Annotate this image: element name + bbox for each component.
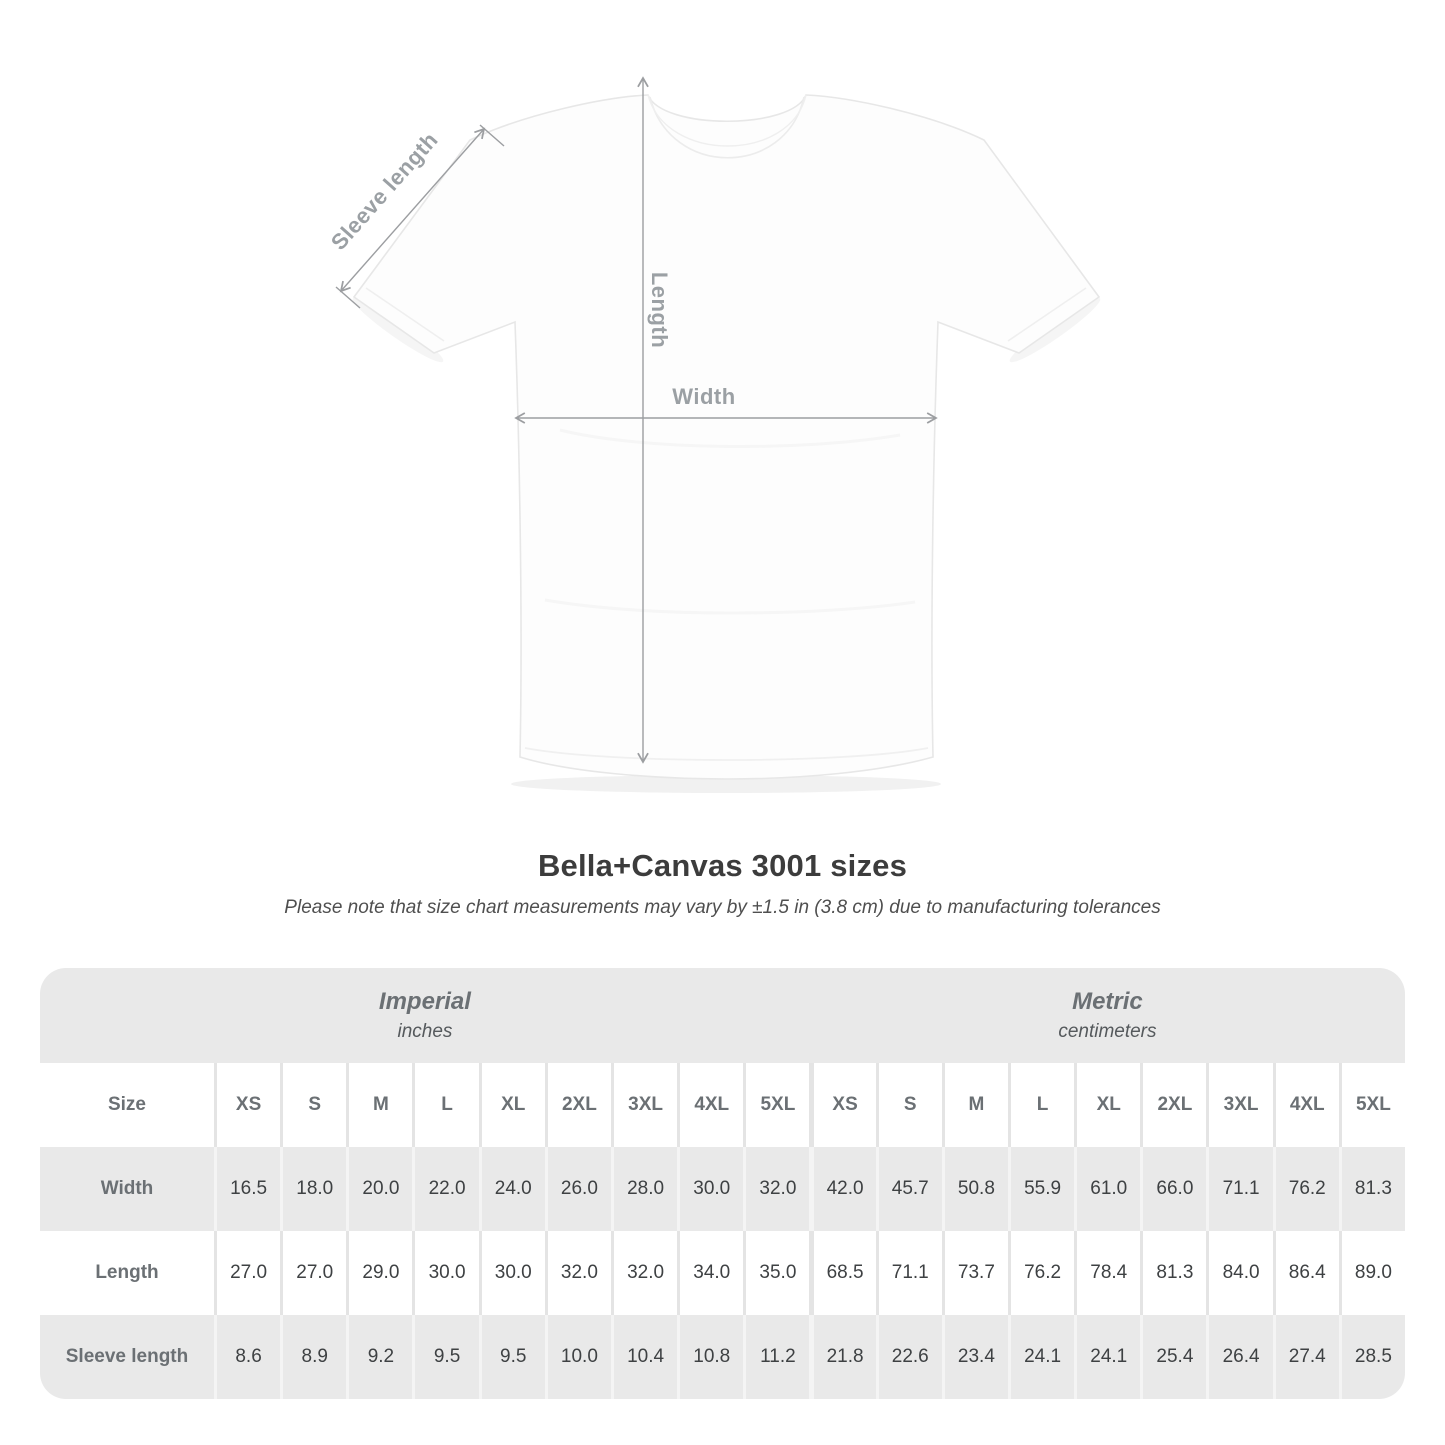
size-header-cell: 5XL: [743, 1063, 809, 1147]
value-cell: 9.2: [346, 1315, 412, 1399]
unit-group-band: Imperial inches Metric centimeters: [40, 968, 1405, 1063]
row-label: Length: [95, 1262, 159, 1283]
value-cell: 27.0: [280, 1231, 346, 1315]
size-header-cell: 4XL: [1272, 1063, 1339, 1147]
value-cell: 30.0: [677, 1147, 743, 1231]
value-cell: 10.8: [677, 1315, 743, 1399]
value-cell: 61.0: [1074, 1147, 1140, 1231]
metric-group-unit: centimeters: [1058, 1021, 1157, 1042]
value-cell: 18.0: [280, 1147, 346, 1231]
value-cell: 45.7: [875, 1147, 942, 1231]
size-header-cell: 3XL: [1206, 1063, 1272, 1147]
size-header-row: Size XS S M L XL 2XL 3XL 4XL 5XL XS S M …: [40, 1063, 1405, 1147]
value-cell: 25.4: [1140, 1315, 1206, 1399]
value-cell: 71.1: [1206, 1147, 1272, 1231]
value-cell: 8.6: [214, 1315, 280, 1399]
size-header-cell: XL: [1074, 1063, 1140, 1147]
value-cell: 32.0: [544, 1231, 611, 1315]
size-header-cell: 2XL: [1140, 1063, 1206, 1147]
size-header-cell: M: [941, 1063, 1008, 1147]
tolerance-note: Please note that size chart measurements…: [284, 897, 1161, 918]
value-cell: 27.4: [1272, 1315, 1339, 1399]
size-header-cell: XL: [478, 1063, 545, 1147]
value-cell: 24.0: [478, 1147, 545, 1231]
imperial-group-name: Imperial: [378, 988, 471, 1015]
value-cell: 76.2: [1272, 1147, 1339, 1231]
size-table: Imperial inches Metric centimeters Size …: [40, 968, 1405, 1399]
value-cell: 24.1: [1007, 1315, 1074, 1399]
row-label: Sleeve length: [65, 1346, 189, 1367]
value-cell: 11.2: [743, 1315, 809, 1399]
value-cell: 10.0: [544, 1315, 611, 1399]
value-cell: 71.1: [875, 1231, 942, 1315]
size-header-cell: XS: [809, 1063, 875, 1147]
measurement-arrows: [335, 76, 938, 764]
metric-group-name: Metric: [1072, 988, 1143, 1015]
metric-group-header: Metric centimeters: [810, 968, 1405, 1063]
size-header-cell: 4XL: [677, 1063, 743, 1147]
value-cell: 84.0: [1206, 1231, 1272, 1315]
width-label: Width: [672, 384, 735, 409]
value-cell: 32.0: [610, 1231, 677, 1315]
value-cell: 27.0: [214, 1231, 280, 1315]
value-cell: 30.0: [478, 1231, 545, 1315]
value-cell: 20.0: [346, 1147, 412, 1231]
page-title: Bella+Canvas 3001 sizes: [537, 848, 908, 883]
value-cell: 9.5: [412, 1315, 478, 1399]
value-cell: 23.4: [941, 1315, 1008, 1399]
size-header-cell: 5XL: [1338, 1063, 1405, 1147]
value-cell: 89.0: [1338, 1231, 1405, 1315]
value-cell: 8.9: [280, 1315, 346, 1399]
length-row: Length 27.0 27.0 29.0 30.0 30.0 32.0 32.…: [40, 1231, 1405, 1315]
tshirt-measurement-diagram: Sleeve length Length Width: [326, 76, 1101, 793]
imperial-group-header: Imperial inches: [40, 968, 810, 1063]
value-cell: 50.8: [941, 1147, 1008, 1231]
value-cell: 16.5: [214, 1147, 280, 1231]
size-header-cell: 3XL: [610, 1063, 677, 1147]
imperial-group-unit: inches: [397, 1021, 453, 1042]
sleeve-length-arrow: [339, 127, 486, 293]
tshirt-image: [352, 94, 1101, 780]
value-cell: 35.0: [743, 1231, 809, 1315]
value-cell: 30.0: [412, 1231, 478, 1315]
value-cell: 81.3: [1140, 1231, 1206, 1315]
value-cell: 24.1: [1074, 1315, 1140, 1399]
value-cell: 28.5: [1338, 1315, 1405, 1399]
size-header-cell: XS: [214, 1063, 280, 1147]
size-header-cell: S: [875, 1063, 942, 1147]
value-cell: 66.0: [1140, 1147, 1206, 1231]
value-cell: 21.8: [809, 1315, 875, 1399]
size-header-cell: S: [280, 1063, 346, 1147]
size-header-cell: L: [1007, 1063, 1074, 1147]
size-row-label: Size: [107, 1094, 147, 1115]
value-cell: 34.0: [677, 1231, 743, 1315]
length-label: Length: [647, 272, 672, 348]
value-cell: 26.0: [544, 1147, 611, 1231]
value-cell: 78.4: [1074, 1231, 1140, 1315]
size-header-cell: 2XL: [544, 1063, 611, 1147]
value-cell: 73.7: [941, 1231, 1008, 1315]
value-cell: 55.9: [1007, 1147, 1074, 1231]
row-label: Width: [100, 1178, 154, 1199]
value-cell: 81.3: [1338, 1147, 1405, 1231]
value-cell: 9.5: [478, 1315, 545, 1399]
value-cell: 10.4: [610, 1315, 677, 1399]
width-row: Width 16.5 18.0 20.0 22.0 24.0 26.0 28.0…: [40, 1147, 1405, 1231]
value-cell: 28.0: [610, 1147, 677, 1231]
value-cell: 76.2: [1007, 1231, 1074, 1315]
value-cell: 32.0: [743, 1147, 809, 1231]
size-header-cell: L: [412, 1063, 478, 1147]
value-cell: 26.4: [1206, 1315, 1272, 1399]
tshirt-shadow: [352, 297, 1101, 793]
value-cell: 29.0: [346, 1231, 412, 1315]
value-cell: 42.0: [809, 1147, 875, 1231]
value-cell: 68.5: [809, 1231, 875, 1315]
value-cell: 86.4: [1272, 1231, 1339, 1315]
sleeve-length-row: Sleeve length 8.6 8.9 9.2 9.5 9.5 10.0 1…: [40, 1315, 1405, 1399]
size-header-cell: M: [346, 1063, 412, 1147]
value-cell: 22.0: [412, 1147, 478, 1231]
value-cell: 22.6: [875, 1315, 942, 1399]
